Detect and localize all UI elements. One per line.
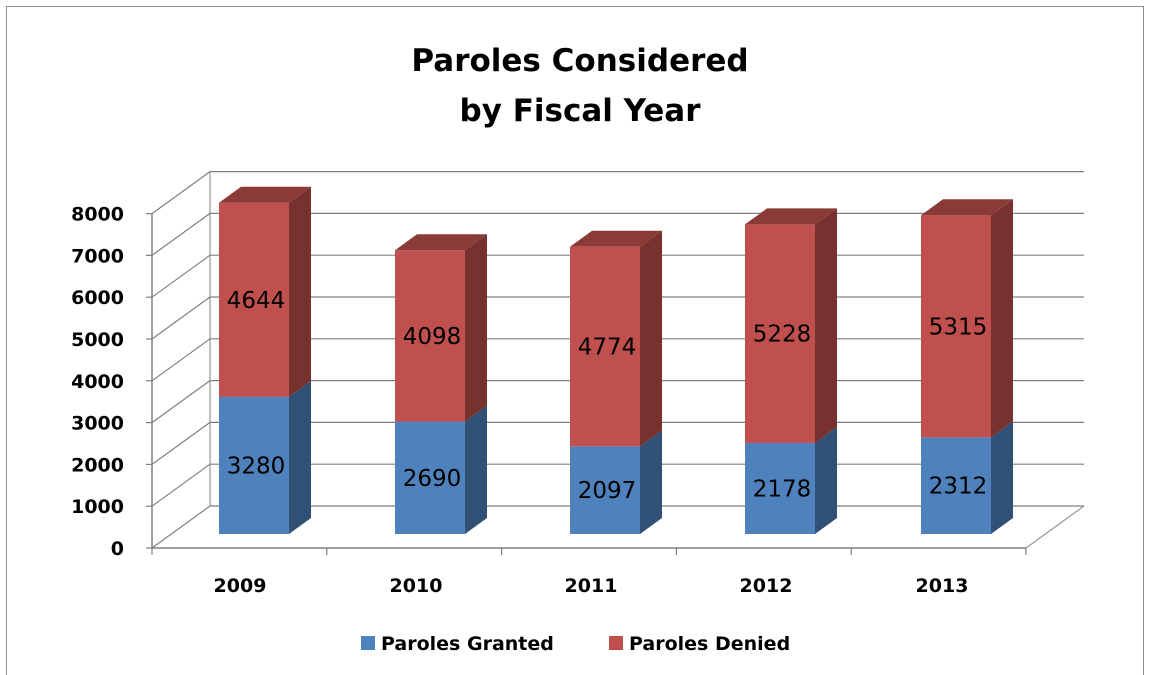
bar-side-paroles-granted bbox=[991, 421, 1013, 534]
y-tick-labels: 0 1000 2000 3000 4000 5000 6000 7000 8000 bbox=[71, 204, 124, 560]
y-tick-label: 2000 bbox=[71, 454, 124, 476]
chart-title-line-2: by Fiscal Year bbox=[460, 93, 702, 129]
data-label: 3280 bbox=[227, 453, 286, 479]
bar-side-paroles-denied bbox=[991, 199, 1013, 438]
bar-paroles-granted bbox=[921, 437, 991, 534]
legend-swatch bbox=[361, 636, 375, 650]
legend-label: Paroles Denied bbox=[629, 633, 790, 655]
bar-side-paroles-granted bbox=[465, 405, 487, 534]
bar-paroles-granted bbox=[219, 396, 289, 534]
y-tick-label: 0 bbox=[111, 538, 124, 560]
bar-side-paroles-denied bbox=[815, 208, 837, 443]
gridline-side bbox=[151, 254, 211, 298]
bar-top-paroles-denied bbox=[570, 230, 662, 247]
axes bbox=[146, 213, 1027, 555]
gridline-side bbox=[151, 338, 211, 382]
gridline-side bbox=[151, 421, 211, 465]
bar-side-paroles-denied bbox=[640, 230, 662, 447]
bar-paroles-denied bbox=[570, 246, 640, 447]
bar-paroles-denied bbox=[219, 202, 289, 397]
gridline-side bbox=[151, 505, 211, 549]
bar-paroles-granted bbox=[745, 442, 815, 534]
bar-paroles-denied bbox=[745, 224, 815, 443]
bar-top-paroles-denied bbox=[219, 186, 311, 203]
bar-paroles-denied bbox=[395, 250, 465, 422]
legend: Paroles Granted Paroles Denied bbox=[361, 633, 790, 655]
bar-paroles-granted bbox=[395, 421, 465, 534]
y-tick-label: 4000 bbox=[71, 371, 124, 393]
bar-side-paroles-granted bbox=[289, 380, 311, 534]
bar-top-paroles-denied bbox=[921, 199, 1013, 216]
data-label: 2312 bbox=[929, 474, 988, 500]
y-tick-label: 1000 bbox=[71, 496, 124, 518]
x-tick-label: 2009 bbox=[214, 575, 267, 597]
gridline-side bbox=[151, 171, 211, 215]
data-labels: 3280 4644 2690 4098 2097 4774 2178 5228 2312 5315 bbox=[227, 288, 988, 504]
data-label: 5315 bbox=[929, 314, 988, 340]
gridline-side bbox=[151, 463, 211, 507]
data-label: 4098 bbox=[403, 324, 462, 350]
chart-frame bbox=[6, 6, 1144, 675]
data-label: 4774 bbox=[578, 335, 637, 361]
gridline-side bbox=[151, 380, 211, 424]
x-tick-label: 2012 bbox=[740, 575, 793, 597]
data-label: 5228 bbox=[753, 322, 812, 348]
bar-side-paroles-denied bbox=[289, 186, 311, 397]
bars bbox=[219, 186, 1013, 534]
bar-paroles-granted bbox=[570, 446, 640, 534]
bar-side-paroles-granted bbox=[640, 430, 662, 534]
x-tick-label: 2011 bbox=[565, 575, 618, 597]
legend-swatch bbox=[609, 636, 623, 650]
bar-top-paroles-denied bbox=[395, 234, 487, 251]
chart-title-line-1: Paroles Considered bbox=[411, 43, 748, 79]
y-tick-label: 5000 bbox=[71, 329, 124, 351]
y-tick-label: 3000 bbox=[71, 413, 124, 435]
bar-side-paroles-denied bbox=[465, 234, 487, 422]
x-tick-label: 2013 bbox=[916, 575, 969, 597]
gridline-side bbox=[151, 296, 211, 340]
bar-side-paroles-granted bbox=[815, 426, 837, 534]
x-tick-label: 2010 bbox=[390, 575, 443, 597]
x-tick-labels: 2009 2010 2011 2012 2013 bbox=[214, 575, 969, 597]
legend-label: Paroles Granted bbox=[381, 633, 554, 655]
data-label: 2097 bbox=[578, 478, 637, 504]
y-tick-label: 6000 bbox=[71, 287, 124, 309]
gridline-side bbox=[151, 212, 211, 256]
y-tick-label: 7000 bbox=[71, 245, 124, 267]
data-label: 4644 bbox=[227, 288, 286, 314]
bar-paroles-denied bbox=[921, 215, 991, 438]
data-label: 2178 bbox=[753, 476, 812, 502]
data-label: 2690 bbox=[403, 466, 462, 492]
y-tick-label: 8000 bbox=[71, 204, 124, 226]
bar-top-paroles-denied bbox=[745, 208, 837, 225]
